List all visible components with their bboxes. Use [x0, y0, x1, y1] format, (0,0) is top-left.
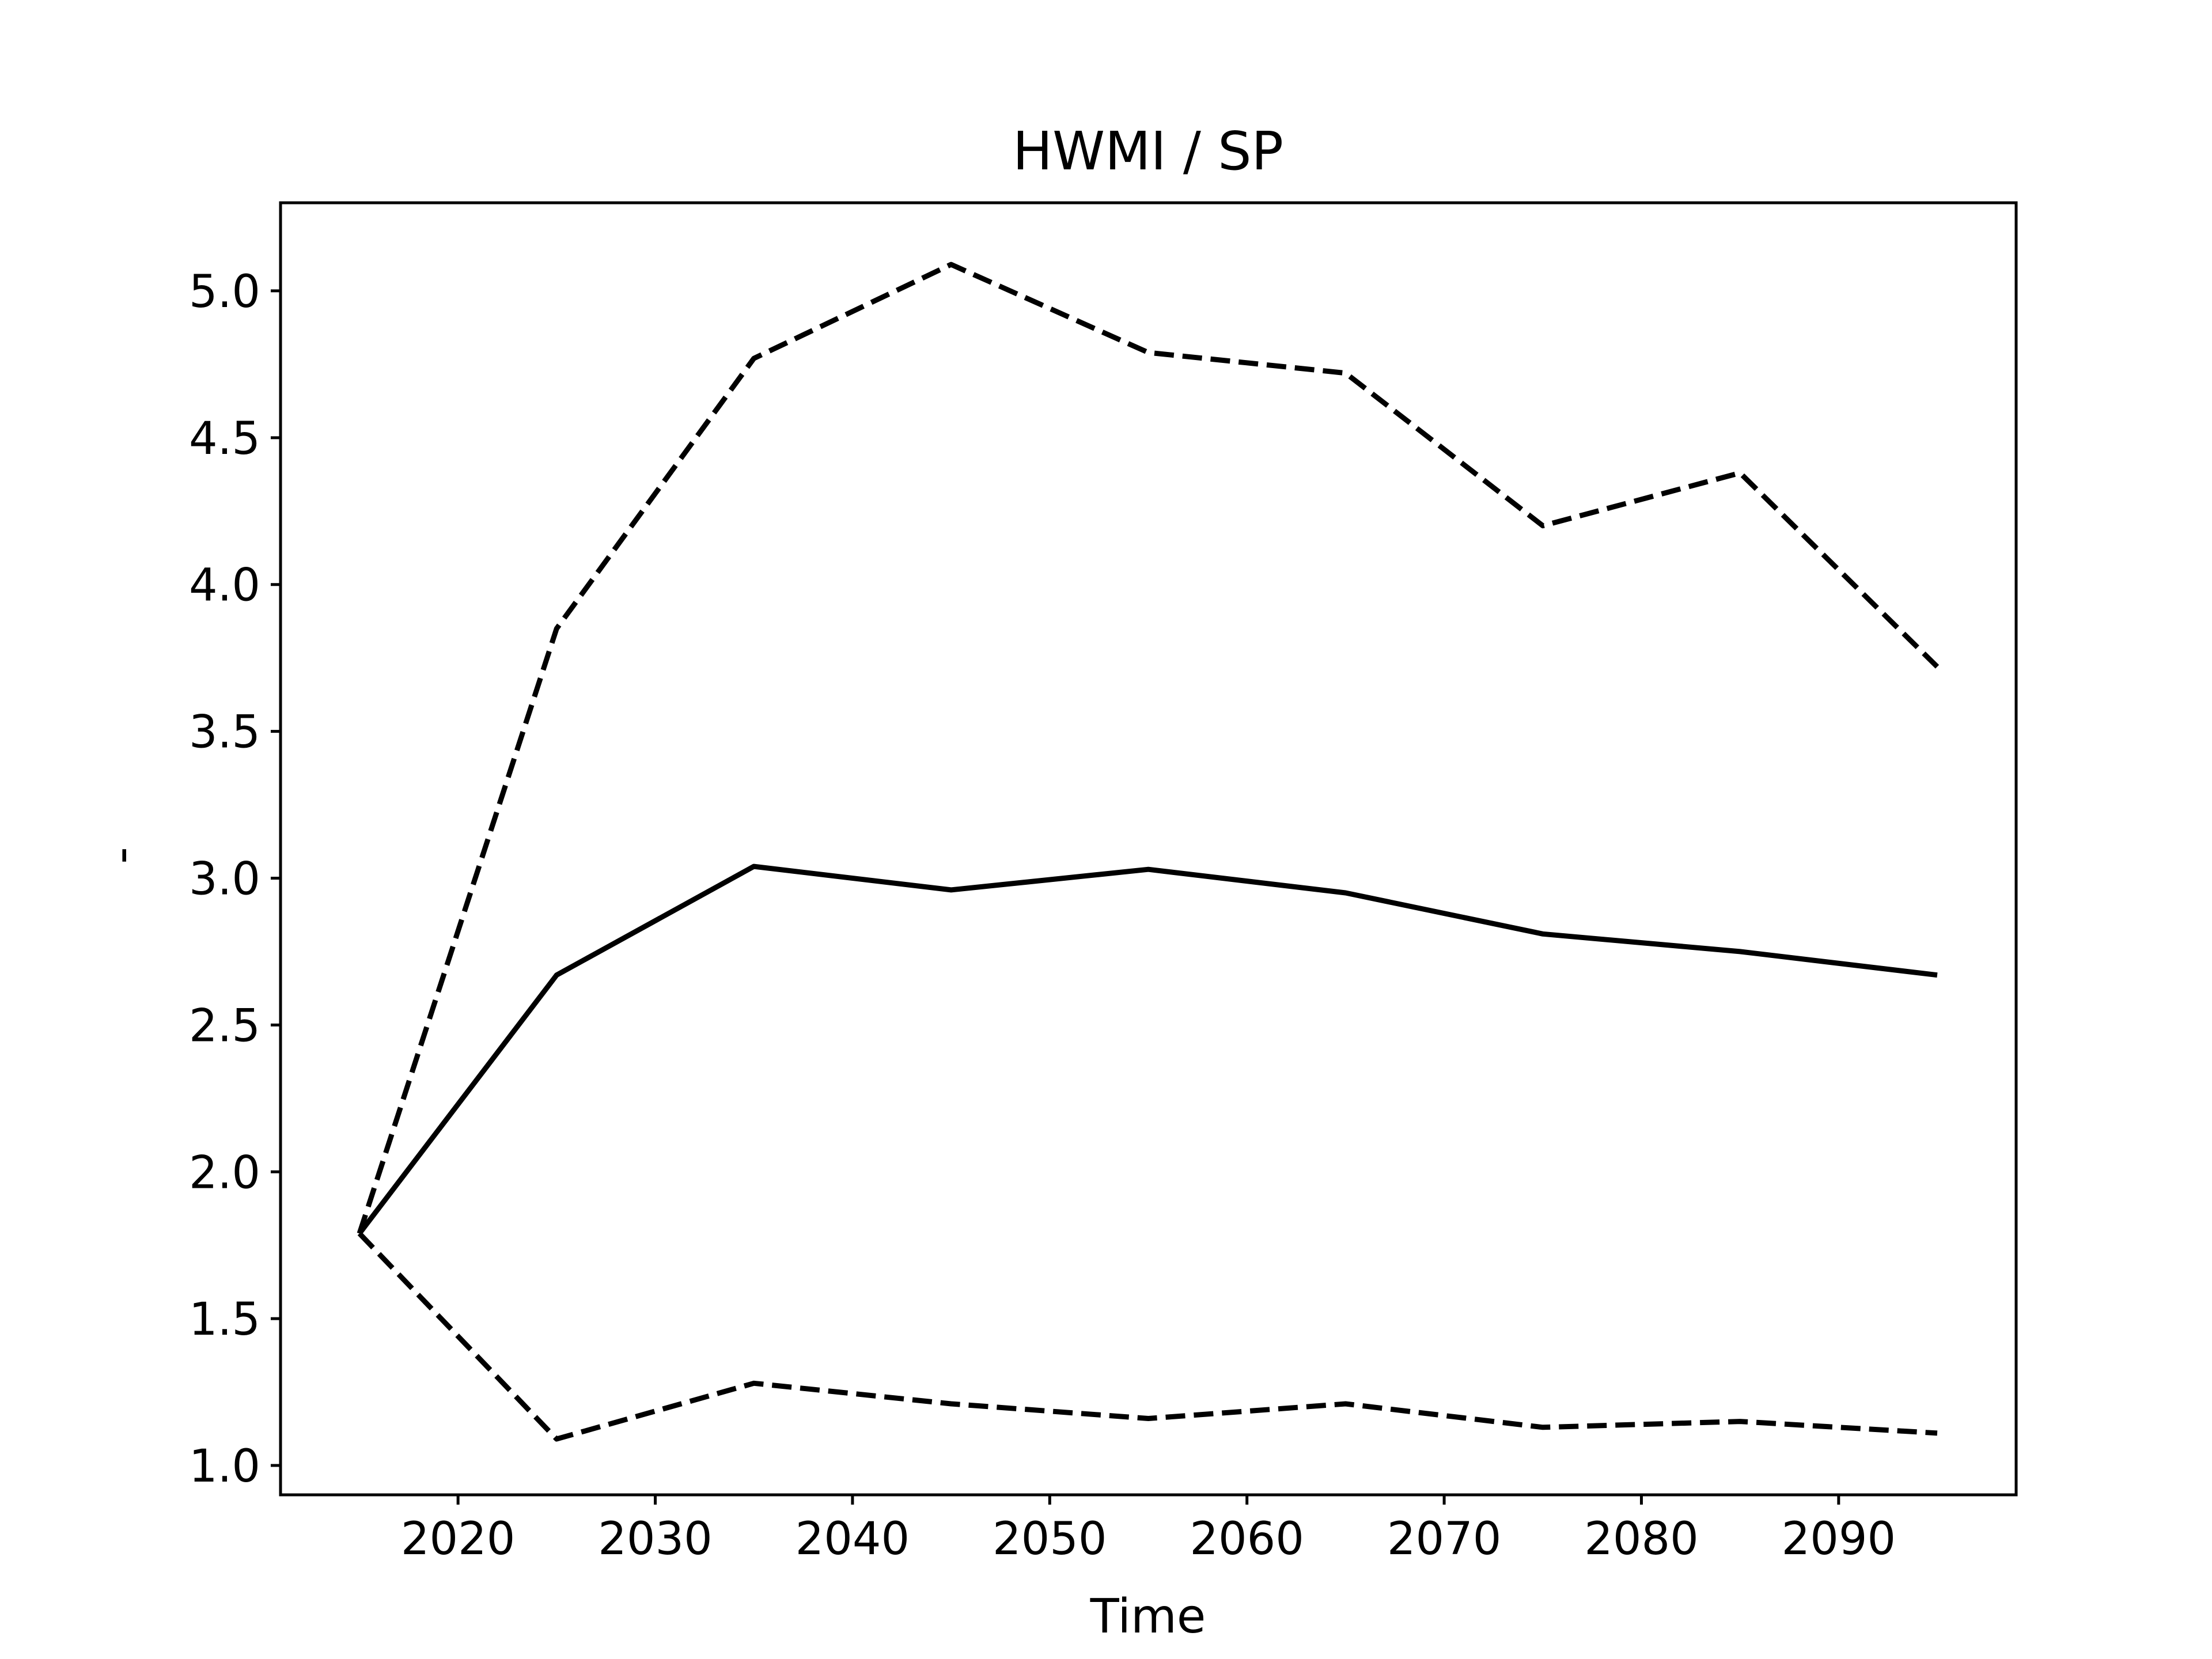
x-tick-label: 2020	[401, 1513, 516, 1565]
y-tick-label: 3.0	[189, 853, 260, 905]
x-tick-label: 2090	[1782, 1513, 1896, 1565]
series-layer	[357, 262, 1940, 1442]
y-tick-label: 1.5	[189, 1294, 260, 1346]
y-axis-ticks: 1.0 1.5 2.0 2.5 3.0 3.5 4.0 4.5 5.0	[189, 266, 281, 1493]
series-line-2	[357, 863, 1938, 1236]
x-tick-label: 2050	[993, 1513, 1107, 1565]
series-line-1	[357, 262, 1940, 1234]
y-tick-label: 5.0	[189, 266, 260, 318]
plot-frame	[279, 201, 2018, 1497]
x-tick-label: 2070	[1387, 1513, 1502, 1565]
y-tick-label: 4.0	[189, 560, 260, 612]
x-tick-label: 2040	[796, 1513, 910, 1565]
x-tick-label: 2060	[1190, 1513, 1304, 1565]
x-tick-label: 2080	[1584, 1513, 1699, 1565]
y-tick-label: 2.0	[189, 1147, 260, 1199]
x-tick-label: 2030	[598, 1513, 713, 1565]
x-axis-ticks: 2020 2030 2040 2050 2060 2070 2080 2090	[401, 1495, 1896, 1565]
y-tick-label: 1.0	[189, 1441, 260, 1493]
y-tick-label: 2.5	[189, 1000, 260, 1052]
y-tick-label: 4.5	[189, 413, 260, 465]
x-axis-label: Time	[1090, 1589, 1206, 1644]
y-axis-label: -	[94, 847, 149, 864]
chart-title: HWMI / SP	[1013, 120, 1283, 182]
series-line-3	[357, 1232, 1938, 1442]
y-tick-label: 3.5	[189, 707, 260, 759]
